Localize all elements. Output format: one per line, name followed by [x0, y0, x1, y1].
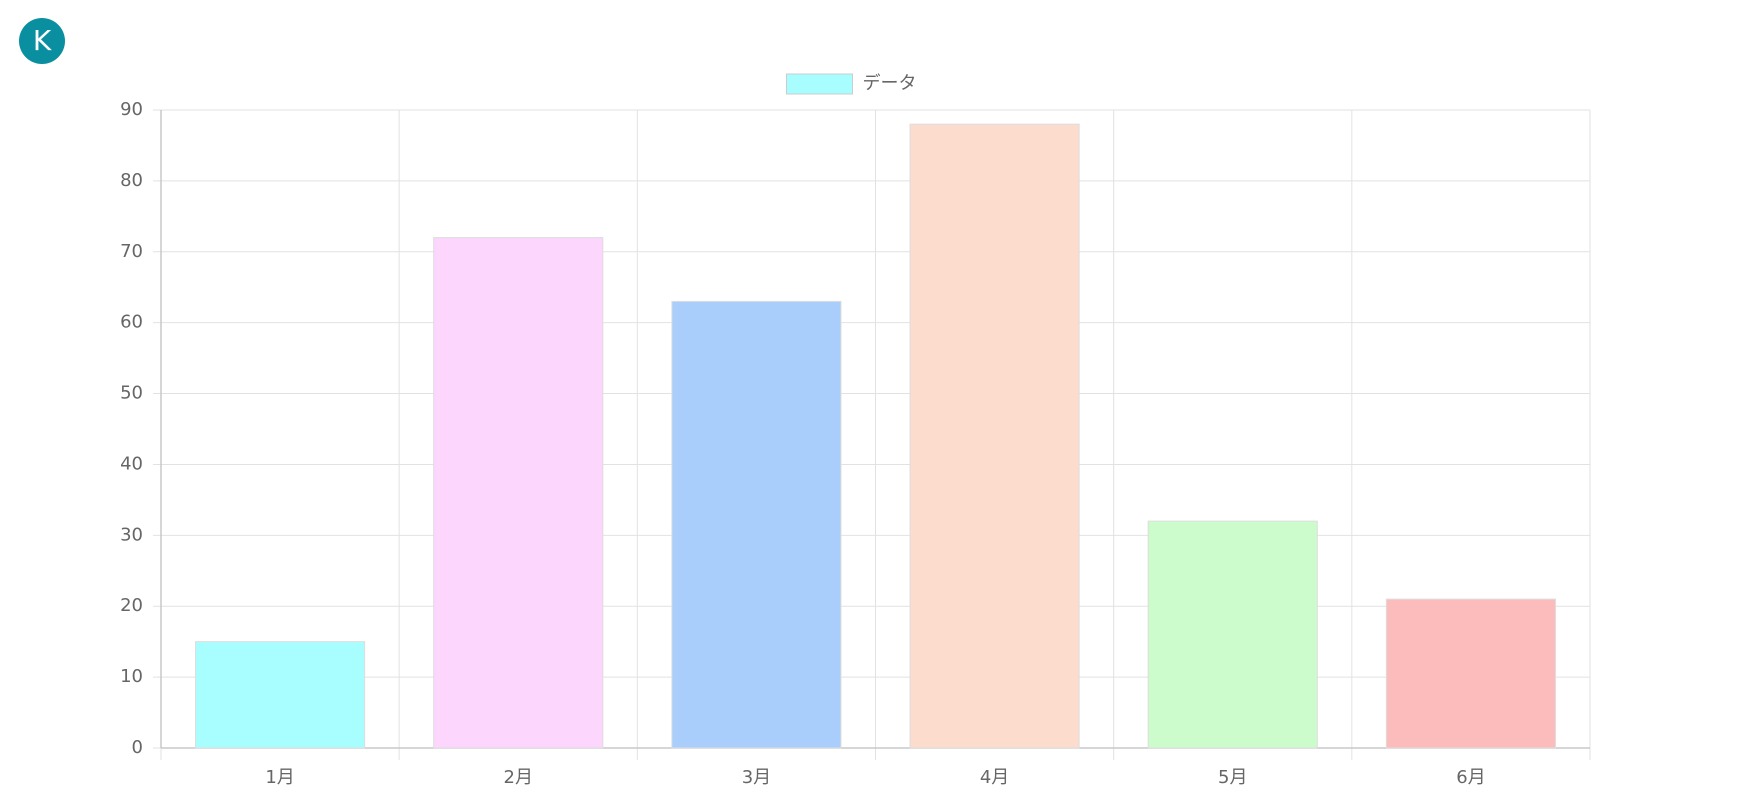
bar: [1385, 598, 1556, 749]
bar: [909, 123, 1080, 749]
y-tick-label: 70: [120, 241, 143, 262]
bar: [433, 237, 604, 749]
y-tick-label: 0: [132, 737, 143, 758]
bar: [195, 641, 366, 749]
bar: [671, 300, 842, 749]
y-tick-label: 50: [120, 383, 143, 404]
x-tick-label: 1月: [265, 767, 294, 788]
y-tick-label: 20: [120, 595, 143, 616]
x-tick-label: 5月: [1218, 767, 1247, 788]
legend-swatch: [786, 73, 853, 95]
y-tick-label: 30: [120, 524, 143, 545]
y-tick-label: 10: [120, 666, 143, 687]
y-tick-label: 80: [120, 170, 143, 191]
logo: K: [33, 24, 52, 57]
logo-badge: [19, 18, 65, 64]
x-tick-label: 4月: [980, 767, 1009, 788]
y-tick-label: 40: [120, 453, 143, 474]
x-tick-label: 6月: [1456, 767, 1485, 788]
y-tick-label: 60: [120, 312, 143, 333]
x-tick-label: 2月: [504, 767, 533, 788]
bar: [1147, 520, 1318, 749]
legend-label: データ: [863, 73, 917, 94]
y-tick-label: 90: [120, 99, 143, 120]
x-tick-label: 3月: [742, 767, 771, 788]
